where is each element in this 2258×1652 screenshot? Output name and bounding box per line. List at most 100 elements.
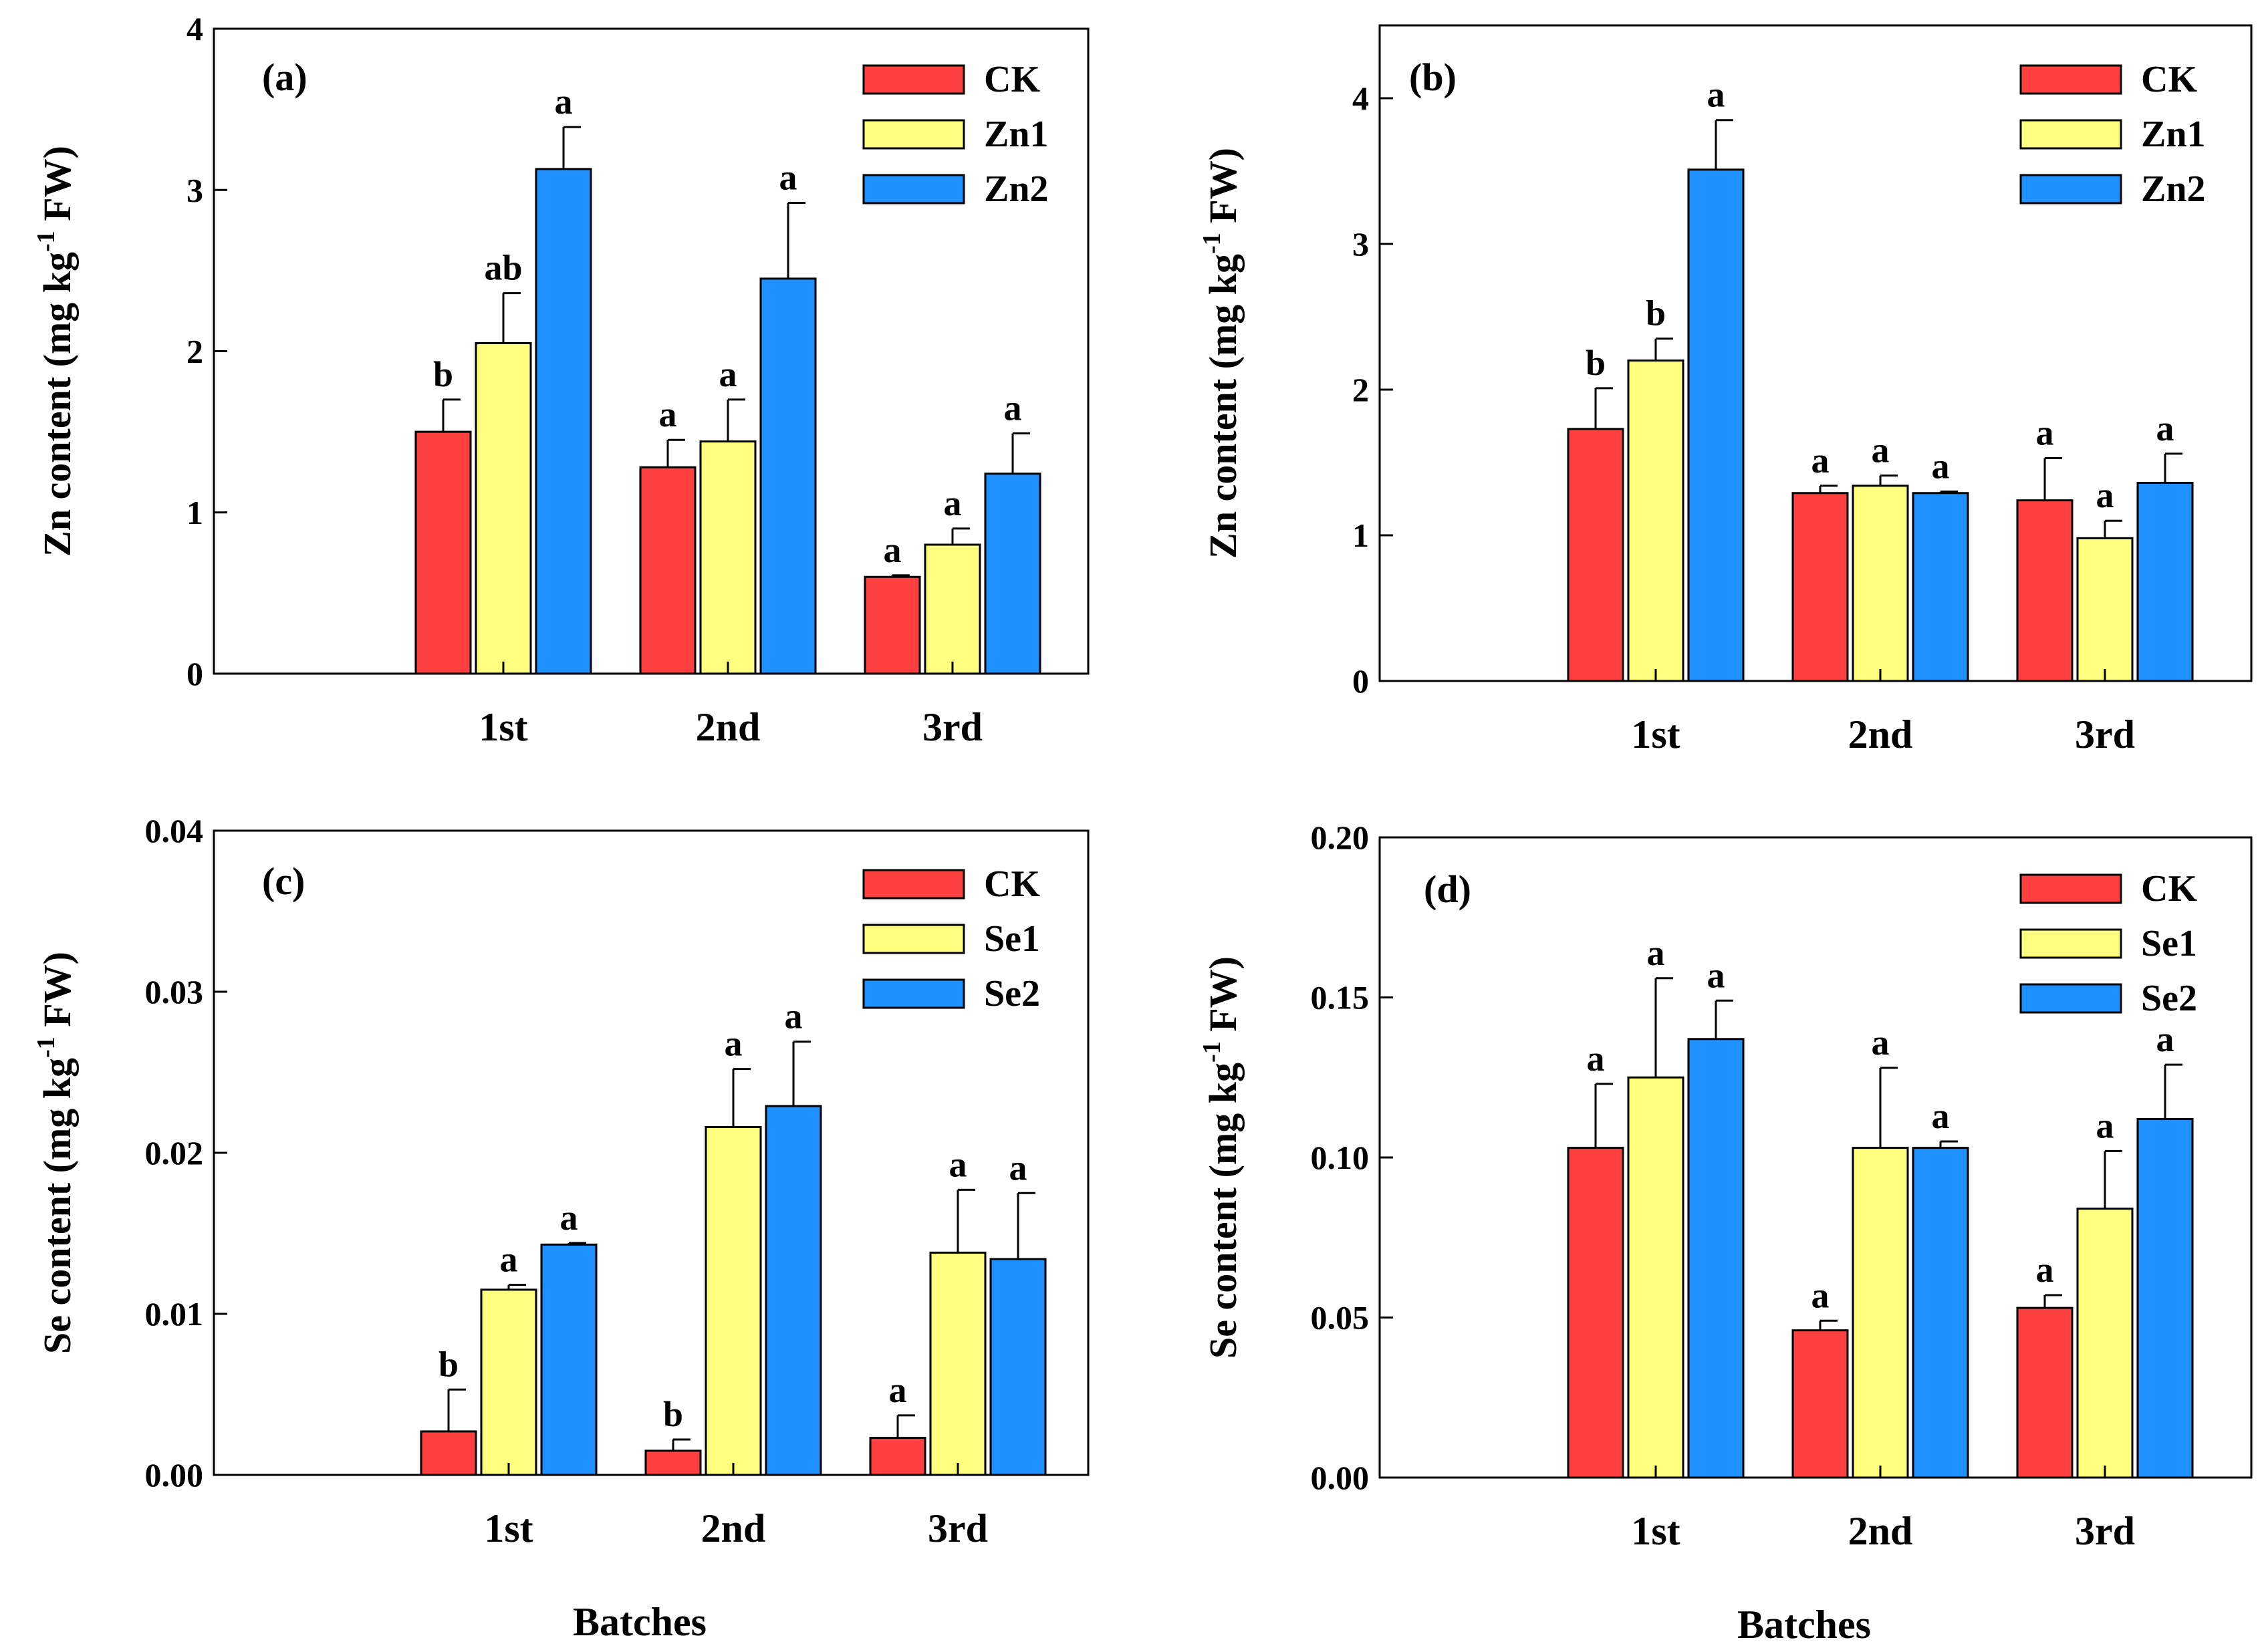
panel-label: (b) [1409,55,1457,99]
y-tick-label: 0.00 [1311,1459,1370,1496]
bar-ck-3rd [864,575,921,675]
significance-letter: a [2036,1250,2054,1290]
y-tick-label: 2 [1352,371,1369,408]
significance-letter: a [884,530,902,570]
bar-zn2-1st [535,168,592,675]
bar-zn1-2nd [1852,485,1909,682]
significance-letter: a [889,1370,907,1410]
bar-zn1-2nd [699,440,757,675]
y-tick-label: 4 [1352,80,1369,117]
y-axis-title: Zn content (mg kg-1 FW) [32,146,79,557]
significance-letter: a [1811,1275,1830,1315]
legend: CK Se1 Se2 [862,863,1040,1014]
x-tick-label: 2nd [701,1506,766,1550]
significance-letter: a [2096,1105,2114,1145]
legend-label-se1: Se1 [2141,923,2197,964]
bar-se2-1st [1687,1038,1745,1479]
legend-swatch-ck [2019,64,2122,95]
bar-se2-3rd [2136,1118,2194,1479]
x-tick-label: 1st [1631,1509,1680,1553]
bar-ck-3rd [2016,1306,2074,1479]
legend-label-se2: Se2 [2141,978,2197,1019]
y-tick-label: 0 [1352,662,1369,700]
y-tick-label: 3 [186,171,203,209]
bar-ck-2nd [1791,1329,1849,1479]
y-tick-label: 0.01 [145,1295,204,1333]
legend-swatch-zn2 [2019,174,2122,204]
significance-letter: a [2156,408,2174,448]
legend-swatch-zn1 [862,119,965,150]
panel-label: (d) [1424,867,1471,911]
significance-letter: a [1707,955,1725,995]
significance-letter: a [2096,475,2114,515]
significance-letter: ab [484,248,522,288]
x-tick-label: 2nd [1848,1509,1913,1553]
bar-se2-1st [540,1243,598,1476]
legend-swatch-ck [862,64,965,95]
y-tick-label: 0.15 [1311,979,1370,1016]
significance-letter: b [663,1394,683,1434]
bar-zn2-2nd [1912,492,1969,682]
bar-se1-1st [1627,1076,1684,1479]
significance-letter: b [438,1344,459,1384]
bar-zn1-3rd [2076,537,2134,682]
x-tick-label: 2nd [1848,712,1913,756]
bar-ck-3rd [869,1437,926,1476]
legend-label-ck: CK [984,59,1040,100]
legend-swatch-zn2 [862,174,965,204]
bar-ck-1st [1567,428,1624,682]
significance-letter: a [1587,1039,1605,1079]
y-tick-label: 2 [186,333,203,370]
y-tick-label: 0.10 [1311,1139,1370,1176]
significance-letter: a [725,1024,743,1064]
panel-label: (c) [262,859,305,903]
x-tick-label: 1st [1631,712,1680,756]
significance-letter: b [1646,293,1666,333]
legend-swatch-ck [862,869,965,900]
y-tick-label: 0.04 [145,812,204,849]
y-tick-label: 3 [1352,225,1369,263]
bar-ck-2nd [1791,492,1849,682]
legend-label-zn2: Zn2 [984,168,1049,210]
x-tick-label: 3rd [922,705,983,749]
bar-ck-3rd [2016,499,2074,682]
significance-letter: a [659,394,677,434]
significance-letter: a [1932,1096,1950,1136]
chart-panel-c: 0.00 0.01 0.02 0.03 0.04 Se content (mg kg-1 … [32,812,1090,1644]
significance-letter: b [1586,343,1606,383]
y-tick-label: 0.00 [145,1456,204,1494]
x-tick-label: 3rd [2075,712,2135,756]
legend-swatch-se2 [862,978,965,1009]
significance-letter: a [555,82,573,122]
bar-se2-2nd [1912,1147,1969,1479]
bar-zn2-3rd [2136,482,2194,682]
bar-zn1-1st [1627,359,1684,682]
x-axis-title: Batches [1737,1603,1871,1647]
legend-label-se1: Se1 [984,918,1040,960]
legend-swatch-ck [2019,873,2122,904]
y-tick-label: 0.02 [145,1134,204,1172]
bar-zn2-1st [1687,168,1745,682]
legend-label-ck: CK [2141,868,2197,910]
bar-ck-1st [1567,1147,1624,1479]
legend-label-zn1: Zn1 [984,114,1049,155]
bar-zn2-2nd [759,277,817,675]
x-tick-label: 2nd [696,705,761,749]
y-tick-label: 0.05 [1311,1299,1370,1337]
legend-swatch-se1 [2019,928,2122,959]
significance-letter: a [2156,1019,2174,1059]
bar-ck-1st [414,430,472,675]
legend-label-zn2: Zn2 [2141,168,2206,210]
legend-swatch-zn1 [2019,119,2122,150]
chart-panel-d: 0.00 0.05 0.10 0.15 0.20 Se content (mg kg-1 … [1198,819,2253,1647]
x-tick-label: 3rd [928,1506,988,1550]
legend-label-se2: Se2 [984,973,1040,1014]
y-tick-label: 0.03 [145,973,204,1010]
significance-letter: a [949,1144,967,1184]
bar-se1-2nd [1852,1147,1909,1479]
bar-se1-2nd [705,1125,762,1476]
bar-se1-3rd [929,1251,987,1476]
significance-letter: a [1707,75,1725,115]
significance-letter: a [1932,446,1950,487]
bar-ck-2nd [639,466,697,675]
